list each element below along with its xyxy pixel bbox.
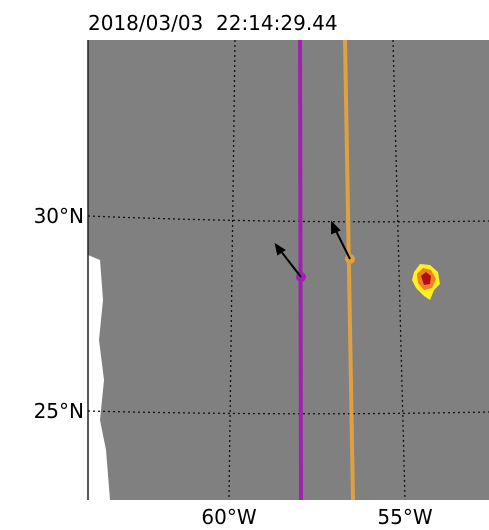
latitude-label: 25°N [34,399,84,423]
longitude-label: 55°W [377,505,432,529]
map-title: 2018/03/03 22:14:29.44 [88,11,338,35]
latitude-label: 30°N [34,204,84,228]
page: 2018/03/03 22:14:29.44 30°N 25°N 60°W 55… [0,0,489,530]
purple-track [300,40,301,500]
map: 2018/03/03 22:14:29.44 30°N 25°N 60°W 55… [0,0,489,530]
longitude-label: 60°W [201,505,256,529]
